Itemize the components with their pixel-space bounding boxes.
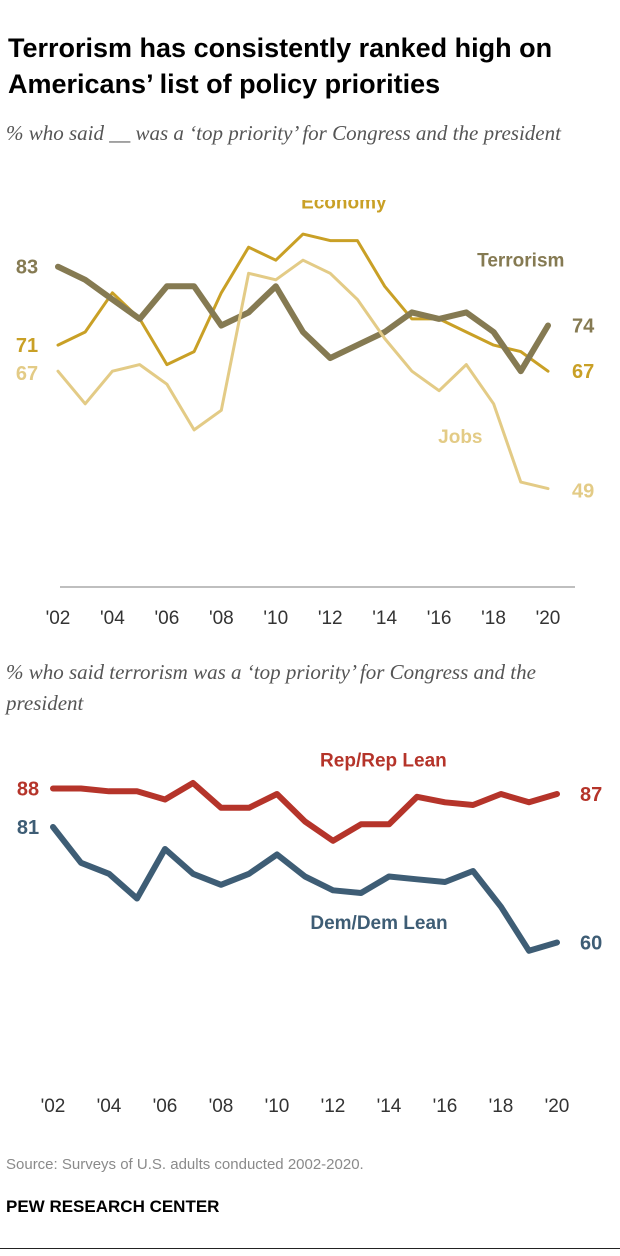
rep-rep-lean-series-label: Rep/Rep Lean	[320, 751, 447, 772]
x-tick-label: '14	[377, 1096, 402, 1117]
x-tick-label: '08	[209, 1096, 234, 1117]
x-tick-label: '04	[100, 608, 125, 629]
economy-end-label: 67	[572, 361, 594, 383]
economy-series-line	[56, 232, 550, 373]
x-tick-label: '18	[489, 1096, 514, 1117]
rep-rep-lean-series-line	[50, 780, 560, 844]
economy-start-label: 71	[16, 335, 38, 357]
dem-dem-lean-series-line	[50, 824, 560, 954]
economy-series-label: Economy	[301, 200, 387, 214]
x-tick-label: '06	[155, 608, 180, 629]
x-tick-label: '12	[318, 608, 343, 629]
x-tick-label: '12	[321, 1096, 346, 1117]
policy-priorities-line-chart: '02 '04 '06 '08 '10 '12 '14 '16 '18 '20 71 67 Econom…	[16, 200, 595, 629]
jobs-start-label: 67	[16, 363, 38, 385]
pew-credit: PEW RESEARCH CENTER	[6, 1197, 220, 1216]
x-tick-label: '16	[427, 608, 452, 629]
x-tick-label: '10	[263, 608, 288, 629]
rep-rep-lean-end-label: 87	[580, 784, 602, 806]
chart-1-subtitle: % who said __ was a ‘top priority’ for C…	[6, 121, 561, 145]
terrorism-start-label: 83	[16, 257, 38, 279]
x-tick-label: '16	[433, 1096, 458, 1117]
jobs-series-label: Jobs	[438, 427, 482, 448]
x-tick-label: '02	[46, 608, 71, 629]
terrorism-series-line	[55, 263, 551, 375]
jobs-end-label: 49	[572, 481, 594, 503]
x-tick-label: '02	[41, 1096, 66, 1117]
rep-rep-lean-start-label: 88	[17, 779, 39, 801]
x-tick-label: '06	[153, 1096, 178, 1117]
x-tick-label: '18	[481, 608, 506, 629]
dem-dem-lean-series-label: Dem/Dem Lean	[310, 913, 447, 934]
terrorism-series-label: Terrorism	[477, 251, 564, 272]
x-tick-label: '04	[97, 1096, 122, 1117]
chart-2-subtitle: % who said terrorism was a ‘top priority…	[6, 660, 536, 715]
dem-dem-lean-start-label: 81	[17, 817, 39, 839]
x-tick-label: '20	[536, 608, 561, 629]
terrorism-end-label: 74	[572, 315, 595, 337]
x-tick-label: '08	[209, 608, 234, 629]
jobs-series-line	[56, 258, 550, 491]
dem-dem-lean-end-label: 60	[580, 933, 602, 955]
terrorism-by-party-line-chart: '02 '04 '06 '08 '10 '12 '14 '16 '18 '20 88 87 Rep/Re…	[17, 751, 602, 1118]
x-tick-label: '20	[545, 1096, 570, 1117]
page-title: Terrorism has consistently ranked high o…	[8, 33, 553, 99]
x-tick-label: '10	[265, 1096, 290, 1117]
source-note: Source: Surveys of U.S. adults conducted…	[6, 1156, 364, 1173]
x-tick-label: '14	[372, 608, 397, 629]
bottom-rule	[0, 1248, 620, 1249]
